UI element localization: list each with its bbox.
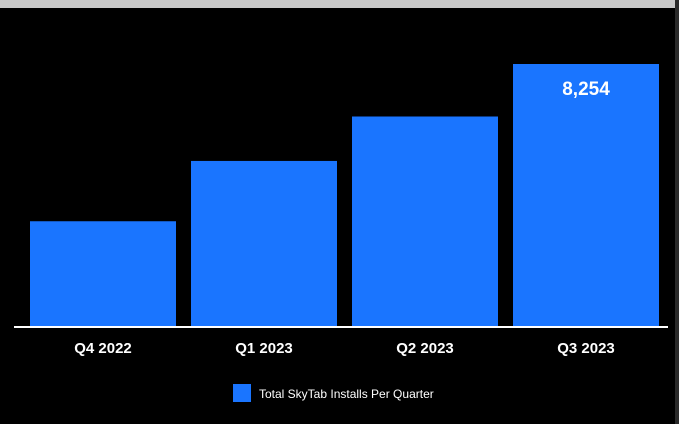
bar-q1-2023 [191, 160, 337, 326]
x-tick-label: Q1 2023 [235, 340, 293, 357]
top-frame-strip [0, 0, 679, 8]
x-tick-label: Q2 2023 [396, 340, 454, 357]
x-tick-labels: Q4 2022 Q1 2023 Q2 2023 Q3 2023 [74, 340, 615, 357]
data-label: 8,254 [562, 79, 610, 100]
legend-swatch [233, 384, 251, 402]
bar-q4-2022 [30, 221, 176, 326]
data-labels: 8,254 [562, 79, 610, 100]
bars-group [30, 64, 659, 326]
right-frame-strip [675, 0, 679, 424]
legend-label: Total SkyTab Installs Per Quarter [259, 387, 434, 401]
bar-q2-2023 [352, 116, 498, 326]
x-tick-label: Q3 2023 [557, 340, 615, 357]
x-tick-label: Q4 2022 [74, 340, 132, 357]
bar-q3-2023 [513, 64, 659, 326]
legend: Total SkyTab Installs Per Quarter [233, 384, 434, 402]
